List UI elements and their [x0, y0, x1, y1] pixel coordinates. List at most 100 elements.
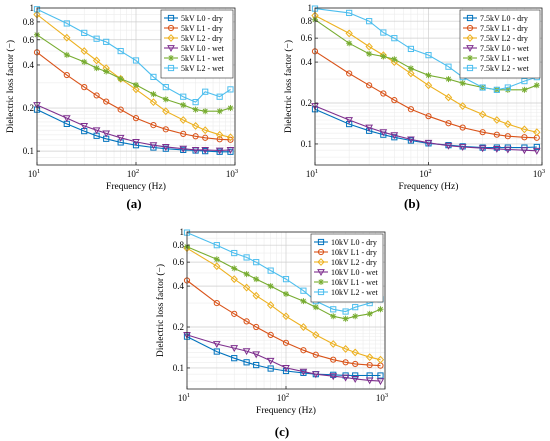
data-point — [216, 108, 223, 115]
data-point — [161, 144, 170, 151]
data-point — [253, 259, 260, 266]
data-point — [407, 136, 415, 144]
data-point — [377, 372, 384, 379]
y-tick-label: 0.6 — [23, 35, 35, 45]
data-point — [192, 133, 199, 140]
data-point — [227, 148, 234, 155]
y-tick-label: 0.2 — [301, 98, 312, 108]
data-point — [180, 102, 187, 109]
data-point — [132, 115, 140, 122]
data-point — [520, 147, 529, 155]
legend-entry-label: 5kV L1 - dry — [181, 24, 223, 33]
legend-marker-swatch — [317, 288, 325, 296]
data-point — [352, 372, 359, 379]
legend-entry-label: 7.5kV L0 - wet — [480, 44, 530, 53]
data-point — [242, 348, 251, 356]
chart-panel-a: 101 102 103 0.1 0.2 0.4 0.6 0.8 1 Frequency (Hz) D… — [5, 3, 238, 192]
legend-marker-swatch — [317, 248, 325, 256]
data-point — [365, 353, 374, 362]
data-point — [493, 116, 501, 124]
y-tick-label: 1 — [308, 3, 313, 13]
data-point — [93, 65, 100, 72]
data-point — [342, 308, 349, 315]
y-tick-label: 0.1 — [173, 363, 184, 373]
y-tick-label: 0.2 — [173, 322, 184, 332]
data-point — [444, 142, 453, 150]
data-point — [380, 29, 387, 36]
data-point — [300, 298, 307, 305]
x-axis-label: Frequency (Hz) — [399, 181, 459, 192]
y-tick-label: 1 — [30, 3, 35, 13]
y-tick-label: 0.4 — [23, 60, 35, 70]
data-point — [230, 275, 238, 284]
data-point — [478, 145, 487, 153]
data-point — [231, 249, 238, 257]
data-point — [365, 377, 374, 385]
data-point — [92, 127, 101, 135]
y-tick-label: 0.6 — [173, 257, 185, 267]
y-tick-label: 0.8 — [173, 240, 185, 250]
data-point — [201, 146, 210, 154]
data-point — [81, 29, 88, 36]
panel-label-b: (b) — [404, 196, 420, 211]
data-point — [80, 47, 88, 56]
x-axis-label: Frequency (Hz) — [256, 405, 316, 416]
data-point — [63, 51, 70, 58]
data-point — [226, 146, 235, 154]
data-point — [341, 344, 350, 353]
data-point — [342, 359, 349, 366]
data-point — [150, 91, 157, 98]
data-point — [191, 146, 200, 154]
data-point — [227, 86, 234, 93]
data-point — [132, 142, 140, 149]
data-point — [162, 145, 169, 152]
data-point — [352, 313, 359, 320]
y-axis-label: Dielectric loss factor (−) — [5, 40, 16, 133]
data-point — [243, 254, 250, 261]
legend-marker-swatch — [466, 45, 474, 53]
data-point — [407, 69, 415, 78]
data-point — [352, 360, 359, 368]
legend-marker-swatch — [167, 45, 175, 53]
data-point — [300, 347, 307, 354]
data-point — [366, 361, 373, 369]
data-point — [213, 299, 220, 307]
series-line — [186, 336, 381, 377]
y-axis-label: Dielectric loss factor (−) — [155, 264, 166, 357]
data-point — [330, 313, 337, 320]
data-point — [445, 76, 452, 83]
data-point — [192, 106, 199, 113]
data-point — [533, 143, 540, 151]
data-point — [180, 130, 187, 137]
data-point — [231, 310, 238, 317]
data-point — [391, 35, 398, 42]
data-point — [503, 146, 512, 154]
data-point — [459, 124, 466, 131]
data-point — [533, 82, 540, 89]
data-point — [212, 341, 221, 349]
data-point — [162, 107, 170, 116]
data-point — [162, 126, 169, 133]
data-point — [227, 105, 234, 112]
legend-entry-label: 10kV L2 - wet — [331, 288, 379, 297]
data-point — [117, 106, 124, 113]
data-point — [253, 323, 260, 331]
data-point — [330, 306, 337, 313]
data-point — [213, 262, 221, 271]
data-point — [179, 116, 187, 124]
data-point — [299, 368, 308, 376]
data-point — [62, 115, 71, 123]
data-point — [80, 123, 89, 130]
data-point — [192, 99, 199, 106]
data-point — [478, 110, 487, 119]
data-point — [345, 29, 353, 38]
data-point — [345, 117, 354, 125]
legend-entry-label: 10kV L0 - dry — [331, 238, 377, 247]
legend-box — [160, 9, 234, 79]
data-point — [493, 131, 500, 138]
data-point — [226, 133, 235, 142]
data-point — [243, 271, 250, 278]
legend-marker-swatch — [317, 269, 325, 277]
